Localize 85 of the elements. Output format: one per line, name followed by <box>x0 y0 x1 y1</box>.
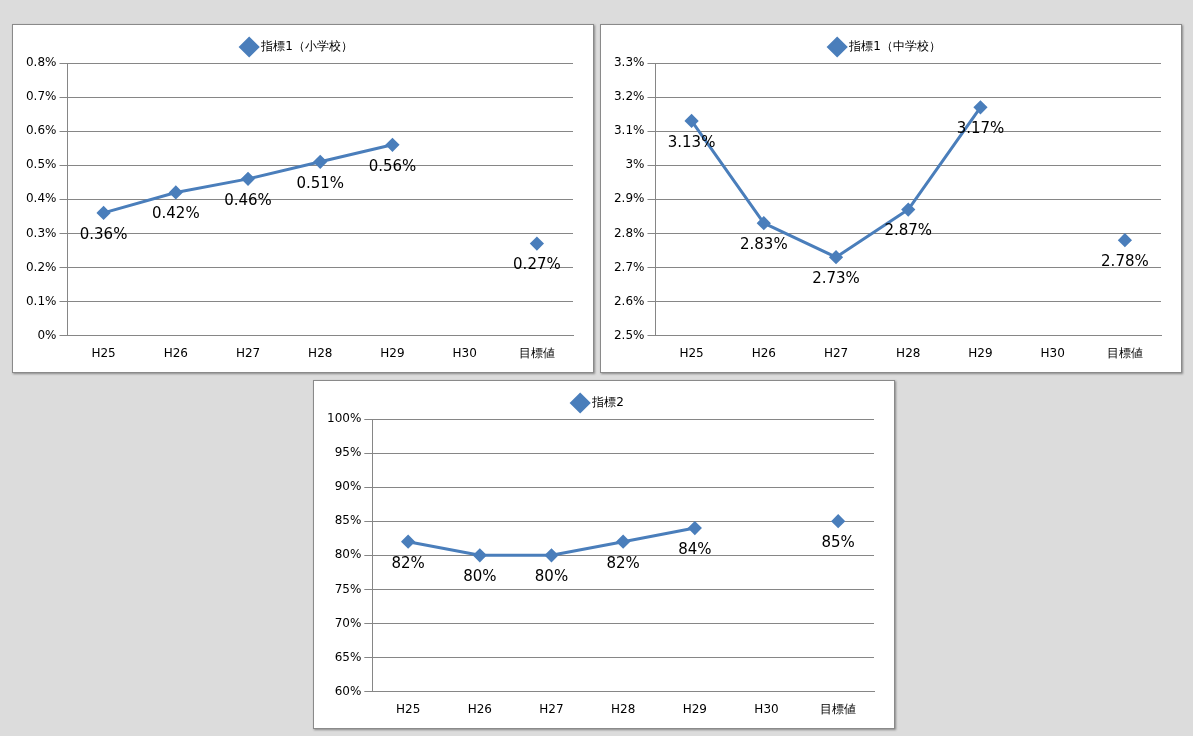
x-tick-label: H29 <box>682 701 707 716</box>
x-tick-label: H27 <box>823 345 849 360</box>
point <box>685 114 699 128</box>
x-tick-label: 目標値 <box>820 701 857 716</box>
x-tick-label: H28 <box>611 701 636 716</box>
y-tick-label: 3.1% <box>613 123 645 138</box>
point <box>401 535 415 549</box>
data-label: 0.51% <box>296 173 345 192</box>
point <box>829 250 843 264</box>
y-tick-label: 75% <box>334 581 362 596</box>
x-tick-label: H29 <box>380 345 405 360</box>
y-tick-label: 3.2% <box>613 89 645 104</box>
y-tick-label: 3% <box>625 157 645 172</box>
point <box>973 100 987 114</box>
point <box>901 203 915 217</box>
data-label: 82% <box>606 553 640 572</box>
x-tick-label: H26 <box>163 345 188 360</box>
x-tick-label: H26 <box>467 701 492 716</box>
point <box>473 548 487 562</box>
x-tick-label: H27 <box>235 345 261 360</box>
x-tick-label: H30 <box>452 345 477 360</box>
y-tick-label: 0% <box>37 327 57 342</box>
point <box>831 514 845 528</box>
point <box>688 521 702 535</box>
data-label: 84% <box>678 539 712 558</box>
y-tick-label: 0.3% <box>25 225 57 240</box>
y-tick-label: 70% <box>334 615 362 630</box>
x-tick-label: H27 <box>539 701 564 716</box>
y-tick-label: 0.7% <box>25 89 57 104</box>
point <box>757 216 771 230</box>
y-tick-label: 65% <box>334 649 362 664</box>
data-label: 82% <box>391 553 425 572</box>
point <box>530 237 544 251</box>
y-tick-label: 2.9% <box>613 191 645 206</box>
x-tick-label: H25 <box>679 345 704 360</box>
y-tick-label: 3.3% <box>613 55 645 70</box>
y-tick-label: 85% <box>334 513 362 528</box>
x-tick-label: H28 <box>308 345 333 360</box>
y-tick-label: 2.8% <box>613 225 645 240</box>
x-tick-label: H26 <box>751 345 776 360</box>
legend-label: 指標1（小学校） <box>260 39 353 54</box>
y-tick-label: 60% <box>334 683 362 698</box>
point <box>97 206 111 220</box>
y-tick-label: 0.1% <box>25 293 57 308</box>
y-tick-label: 100% <box>326 411 362 426</box>
point <box>385 138 399 152</box>
data-label: 2.73% <box>812 269 860 288</box>
y-tick-label: 2.7% <box>613 259 645 274</box>
y-tick-label: 95% <box>334 445 362 460</box>
point <box>241 172 255 186</box>
legend-label: 指標2 <box>591 395 624 410</box>
point <box>544 548 558 562</box>
y-tick-label: 0.5% <box>25 157 57 172</box>
data-label: 0.46% <box>224 190 272 209</box>
y-tick-label: 2.5% <box>613 327 645 342</box>
x-tick-label: H25 <box>395 701 421 716</box>
y-tick-label: 80% <box>334 547 362 562</box>
data-label: 0.27% <box>513 255 561 274</box>
data-label: 0.36% <box>79 224 128 243</box>
data-label: 85% <box>821 533 855 552</box>
data-label: 2.83% <box>739 235 788 254</box>
data-label: 0.42% <box>151 204 200 223</box>
y-tick-label: 90% <box>334 479 362 494</box>
y-tick-label: 0.6% <box>25 123 57 138</box>
x-tick-label: H30 <box>754 701 779 716</box>
point <box>616 535 630 549</box>
y-tick-label: 0.4% <box>25 191 57 206</box>
x-tick-label: H25 <box>91 345 116 360</box>
x-tick-label: 目標値 <box>518 345 555 360</box>
data-label: 80% <box>463 567 497 586</box>
y-tick-label: 0.2% <box>25 259 57 274</box>
x-tick-label: 目標値 <box>1106 345 1143 360</box>
data-label: 2.87% <box>884 221 933 240</box>
point <box>1118 233 1132 247</box>
point <box>313 155 327 169</box>
y-tick-label: 0.8% <box>25 55 57 70</box>
data-label: 0.56% <box>368 156 417 175</box>
data-label: 80% <box>534 567 569 586</box>
data-label: 2.78% <box>1101 252 1149 271</box>
y-tick-label: 2.6% <box>613 293 645 308</box>
x-tick-label: H30 <box>1040 345 1065 360</box>
x-tick-label: H28 <box>896 345 921 360</box>
point <box>169 185 183 199</box>
legend-label: 指標1（中学校） <box>848 39 941 54</box>
x-tick-label: H29 <box>968 345 993 360</box>
